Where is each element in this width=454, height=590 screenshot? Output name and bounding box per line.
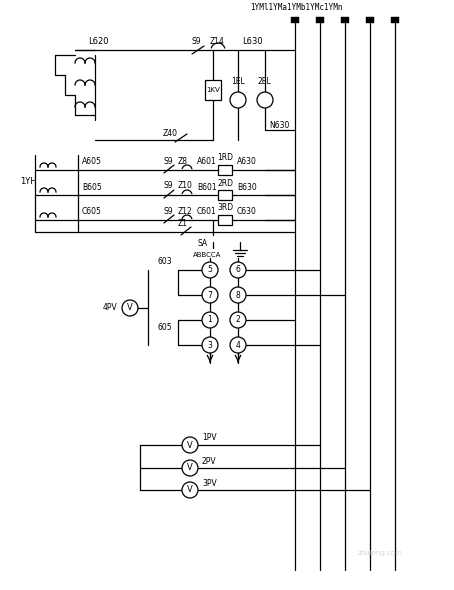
Bar <box>205 80 221 100</box>
Text: S9: S9 <box>192 38 202 47</box>
Bar <box>291 17 299 23</box>
Text: C630: C630 <box>237 208 257 217</box>
Text: Z40: Z40 <box>163 129 178 137</box>
Text: S9: S9 <box>163 206 173 215</box>
Text: 4PV: 4PV <box>103 303 118 312</box>
Text: Z10: Z10 <box>178 182 193 191</box>
Circle shape <box>230 262 246 278</box>
Text: 1EL: 1EL <box>231 77 245 87</box>
Text: S9: S9 <box>163 182 173 191</box>
Text: 1YMl1YMa1YMb1YMc1YMn: 1YMl1YMa1YMb1YMc1YMn <box>250 4 342 12</box>
Text: zhulong.com: zhulong.com <box>358 550 402 556</box>
Text: 1KV: 1KV <box>206 87 220 93</box>
Circle shape <box>230 312 246 328</box>
Circle shape <box>182 437 198 453</box>
Text: 5: 5 <box>207 266 212 274</box>
Bar <box>218 165 232 175</box>
Text: SA: SA <box>197 238 207 247</box>
Text: A630: A630 <box>237 158 257 166</box>
Text: Z12: Z12 <box>178 206 193 215</box>
Text: 1RD: 1RD <box>217 153 233 162</box>
Circle shape <box>182 482 198 498</box>
Text: L630: L630 <box>242 38 262 47</box>
Text: A605: A605 <box>82 158 102 166</box>
Text: 3RD: 3RD <box>217 204 233 212</box>
Text: 7: 7 <box>207 290 212 300</box>
Text: S9: S9 <box>163 156 173 166</box>
Text: ABBCCA: ABBCCA <box>193 252 222 258</box>
Text: 3PV: 3PV <box>202 478 217 487</box>
Text: V: V <box>127 303 133 313</box>
Text: V: V <box>187 486 193 494</box>
Bar <box>316 17 324 23</box>
Circle shape <box>182 460 198 476</box>
Circle shape <box>202 337 218 353</box>
Text: 4: 4 <box>236 340 241 349</box>
Bar <box>366 17 374 23</box>
Text: 1: 1 <box>207 316 212 325</box>
Circle shape <box>122 300 138 316</box>
Bar <box>218 215 232 225</box>
Text: V: V <box>187 441 193 450</box>
Text: 2: 2 <box>236 316 240 325</box>
Text: 3: 3 <box>207 340 212 349</box>
Text: C605: C605 <box>82 208 102 217</box>
Text: 1YH: 1YH <box>20 178 37 186</box>
Circle shape <box>230 287 246 303</box>
Text: 2RD: 2RD <box>217 179 233 188</box>
Text: B605: B605 <box>82 182 102 192</box>
Text: V: V <box>187 464 193 473</box>
Text: B630: B630 <box>237 182 257 192</box>
Text: N630: N630 <box>269 120 289 129</box>
Text: 8: 8 <box>236 290 240 300</box>
Circle shape <box>202 287 218 303</box>
Text: Z8: Z8 <box>178 156 188 166</box>
Text: C601: C601 <box>197 208 217 217</box>
Text: L620: L620 <box>88 38 109 47</box>
Circle shape <box>257 92 273 108</box>
Text: B601: B601 <box>197 182 217 192</box>
Bar <box>218 190 232 200</box>
Circle shape <box>202 312 218 328</box>
Circle shape <box>230 337 246 353</box>
Circle shape <box>202 262 218 278</box>
Text: 603: 603 <box>158 257 173 267</box>
Text: 2PV: 2PV <box>202 457 217 466</box>
Bar <box>341 17 349 23</box>
Circle shape <box>230 92 246 108</box>
Bar <box>391 17 399 23</box>
Text: 1PV: 1PV <box>202 434 217 442</box>
Text: 2EL: 2EL <box>258 77 272 87</box>
Text: Z14: Z14 <box>210 38 225 47</box>
Text: Z1: Z1 <box>178 219 188 228</box>
Text: 605: 605 <box>158 323 173 333</box>
Text: A601: A601 <box>197 158 217 166</box>
Text: 6: 6 <box>236 266 241 274</box>
